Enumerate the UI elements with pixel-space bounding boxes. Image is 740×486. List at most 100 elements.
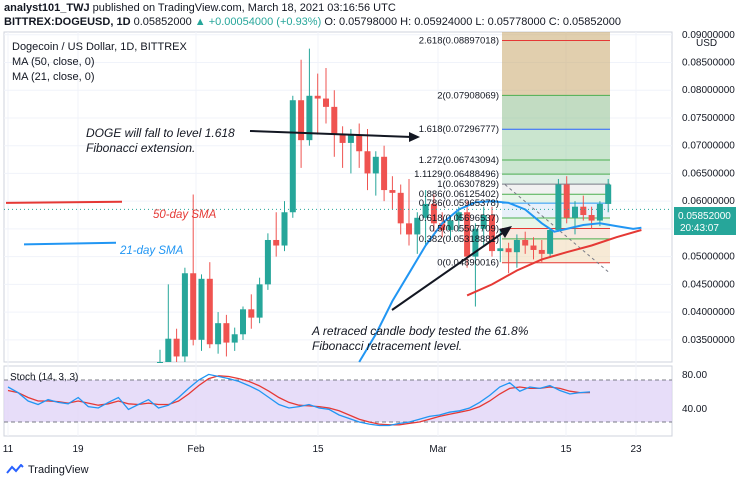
ma21-line xyxy=(358,200,642,363)
candle-body xyxy=(522,239,529,246)
fib-zone xyxy=(502,32,611,274)
candle-body xyxy=(306,95,313,141)
price-change: ▲ +0.00054000 (+0.93%) xyxy=(194,16,322,28)
candle-body xyxy=(223,323,230,343)
ohlc-values: O: 0.05798000 H: 0.05924000 L: 0.0577800… xyxy=(324,16,621,28)
fib-level-label: 0.786(0.05965378) xyxy=(419,198,499,209)
sma21-annotation: 21-day SMA xyxy=(119,245,184,257)
footer-brand[interactable]: TradingView xyxy=(6,464,89,476)
doge-annotation-line1: DOGE will fall to level 1.618 xyxy=(86,126,235,140)
candle-body xyxy=(173,338,180,357)
y-tick-label: 0.07500000 xyxy=(682,113,735,124)
candle-body xyxy=(414,217,421,235)
candle-body xyxy=(406,223,412,235)
ma50-line xyxy=(466,229,642,297)
candle-body xyxy=(248,309,255,318)
fib-band xyxy=(502,174,610,185)
x-tick-label: 19 xyxy=(72,444,84,455)
candle-body xyxy=(165,338,172,362)
retrace-arrow xyxy=(391,231,505,311)
header-line-1: analyst101_TWJ published on TradingView.… xyxy=(4,2,396,14)
x-tick-label: 15 xyxy=(560,444,572,455)
candle-body xyxy=(281,212,288,246)
fib-level-label: 2(0.07908069) xyxy=(437,90,499,101)
candle-body xyxy=(447,220,454,230)
stoch-level-80: 80.00 xyxy=(682,370,707,381)
fib-level-label: 0.618(0.05696537) xyxy=(419,213,499,224)
candle-body xyxy=(505,248,512,253)
stoch-band xyxy=(4,380,672,422)
last-price: 0.05852000 xyxy=(133,16,192,28)
candle-body xyxy=(381,156,388,191)
y-tick-label: 0.08500000 xyxy=(682,58,735,69)
candle-body xyxy=(605,184,612,204)
candle-body xyxy=(563,184,570,218)
candle-body xyxy=(530,245,537,250)
candle-body xyxy=(347,134,354,143)
candle-body xyxy=(190,273,197,340)
candle-body xyxy=(472,228,479,257)
y-axis: 0.09000000 0.08500000 0.08000000 0.07500000… xyxy=(682,30,735,346)
y-tick-label: 0.07000000 xyxy=(682,141,735,152)
retrace-arrowhead xyxy=(499,226,512,238)
y-tick-label: 0.06000000 xyxy=(682,196,735,207)
author-name[interactable]: analyst101_TWJ xyxy=(4,2,90,14)
fib-level-label: 0.382(0.05318881) xyxy=(419,234,499,245)
stoch-k-line xyxy=(7,373,591,427)
fib-band xyxy=(502,238,610,263)
x-axis: 11 19 Feb 15 Mar 15 23 xyxy=(3,444,642,455)
candle-body xyxy=(389,190,396,193)
fib-level-label: 1.272(0.06743094) xyxy=(419,155,499,166)
chart-title: Dogecoin / US Dollar, 1D, BITTREX xyxy=(12,41,188,53)
candle-body xyxy=(264,239,271,285)
candle-body xyxy=(547,230,554,254)
fib-band xyxy=(502,129,610,160)
candle-body xyxy=(314,95,321,99)
current-price-tag xyxy=(674,207,736,235)
y-tick-label: 0.03500000 xyxy=(682,335,735,346)
candle-body xyxy=(181,273,188,357)
currency-label: USD xyxy=(696,38,717,49)
symbol-label[interactable]: BITTREX:DOGEUSD, 1D xyxy=(4,16,131,28)
doge-arrowhead xyxy=(409,132,420,142)
y-tick-label: 0.06500000 xyxy=(682,168,735,179)
ma21-line-early xyxy=(23,241,117,246)
fib-band xyxy=(502,40,610,96)
y-tick-label: 0.08000000 xyxy=(682,85,735,96)
doge-arrow xyxy=(249,130,413,138)
candle-body xyxy=(256,284,263,318)
ma50-legend[interactable]: MA (50, close, 0) xyxy=(12,56,95,68)
y-tick-label: 0.05000000 xyxy=(682,252,735,263)
fib-band xyxy=(502,159,610,175)
candle-body xyxy=(480,215,487,229)
candle-body xyxy=(489,215,495,252)
candle-body xyxy=(397,192,404,224)
candle-body xyxy=(273,239,280,246)
candles xyxy=(157,48,612,363)
ma21-legend[interactable]: MA (21, close, 0) xyxy=(12,71,95,83)
x-tick-label: 15 xyxy=(312,444,324,455)
candle-body xyxy=(240,309,246,335)
fib-level-label: 0.886(0.06125402) xyxy=(419,189,499,200)
stoch-level-40: 40.00 xyxy=(682,404,707,415)
current-price-value: 0.05852000 xyxy=(678,211,731,222)
candle-body xyxy=(289,100,296,213)
candle-body xyxy=(513,239,520,253)
candle-body xyxy=(588,215,595,221)
candle-body xyxy=(356,134,363,152)
sma50-annotation: 50-day SMA xyxy=(153,209,217,221)
candle-body xyxy=(555,184,562,230)
candle-body xyxy=(298,100,305,141)
y-tick-label: 0.04500000 xyxy=(682,279,735,290)
bar-countdown: 20:43:07 xyxy=(680,223,719,234)
candle-body xyxy=(215,323,222,345)
fib-band xyxy=(502,228,610,239)
y-tick-label: 0.09000000 xyxy=(682,30,735,41)
fib-band-top xyxy=(502,32,610,41)
candle-body xyxy=(430,203,437,224)
candle-body xyxy=(157,362,163,363)
candle-body xyxy=(372,156,379,174)
stoch-indicator xyxy=(4,373,672,427)
stoch-label[interactable]: Stoch (14, 3, 3) xyxy=(10,372,78,383)
